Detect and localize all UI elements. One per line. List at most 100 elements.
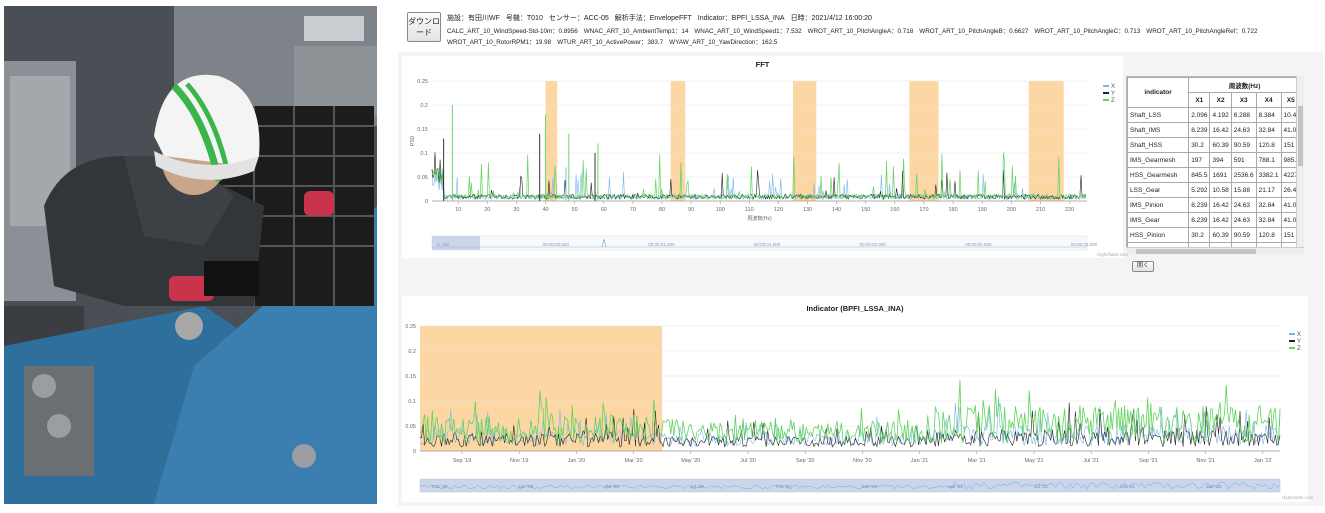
table-row[interactable]: LSS_Gear 5.292 10.58 15.88 21.17 26.4 [1127,182,1301,198]
y-tick-label: 0.25 [405,324,416,330]
table-horizontal-scrollbar[interactable] [1126,247,1304,254]
meta-datetime: 日時：2021/4/12 16:00:20 [790,15,872,22]
open-button[interactable]: 開く [1132,261,1154,272]
table-cell: 32.84 [1255,212,1282,228]
x-axis-label: 周波数(Hz) [747,215,772,222]
table-row[interactable]: IMS_Pinion 8.239 16.42 24.63 32.84 41.0 [1127,197,1301,213]
table-cell: 591 [1230,152,1257,168]
x-tick-label: Jul '21 [1083,458,1099,464]
legend-label: X [1297,332,1302,338]
navigator-label: 00:00:01.500 [754,242,781,247]
frequency-table[interactable]: indicator 周波数(Hz) X1 X2 X3 X4 X5 Shaft_LSS 2.… [1126,76,1302,254]
indicator-series-y [419,402,1281,448]
legend-y[interactable]: Y [1103,91,1115,98]
table-cell: 8.239 [1188,122,1211,138]
x-tick-label: May '20 [681,458,700,464]
legend-z[interactable]: Z [1103,98,1115,105]
meta-unit: 号機：T010 [505,15,543,22]
fft-navigator-range[interactable] [432,236,480,250]
chart-credit: Highcharts.com [1282,495,1314,500]
navigator-series [419,481,1281,490]
navigator-label: Jan '20 [518,484,534,490]
x-tick-label: 200 [1007,207,1016,213]
x-tick-label: 50 [572,207,578,213]
x-tick-label: 220 [1065,207,1074,213]
table-row[interactable]: Shaft_IMS 8.239 16.42 24.63 32.84 41.0 [1127,122,1301,138]
y-tick-label: 0.05 [417,175,428,181]
x-tick-label: Sep '20 [796,458,814,464]
table-cell: 120.8 [1255,227,1282,243]
table-vertical-scrollbar[interactable] [1296,76,1304,254]
x-tick-label: 30 [513,207,519,213]
x-tick-label: Nov '19 [510,458,528,464]
info-header: ダウンロード 施設：有田川WF 号機：T010 センサー：ACC-05 解析手法：En… [398,6,1323,52]
fft-series-y [431,152,1087,201]
x-tick-label: 210 [1036,207,1045,213]
x-tick-label: 90 [688,207,694,213]
table-cell: 788.1 [1255,152,1282,168]
row-label: HSS_Gearmesh [1127,167,1190,183]
legend-label: Y [1111,91,1116,97]
legend-x[interactable]: X [1289,332,1301,339]
meta-value: CALC_ART_10_WindSpeed-Std-10m：0.8956 [447,28,578,35]
meta-value: WNAC_ART_10_AmbientTemp1：14 [583,28,689,35]
table-row[interactable]: IMS_Gearmesh 197 394 591 788.1 985. [1127,152,1301,168]
y-tick-label: 0.2 [420,103,428,109]
x-tick-label: Mar '20 [625,458,643,464]
table-row[interactable]: HSS_Pinion 30.2 60.39 90.59 120.8 151 [1127,227,1301,243]
navigator-label: Apr '21 [948,484,963,490]
legend-z[interactable]: Z [1289,346,1301,353]
y-tick-label: 0.15 [417,127,428,133]
x-tick-label: 150 [861,207,870,213]
download-button[interactable]: ダウンロード [407,12,441,42]
y-tick-label: 0 [425,199,428,205]
meta-line-3: WROT_ART_10_RotorRPM1：19.98 WTUR_ART_10_A… [447,37,783,46]
worker-photo [4,6,377,504]
x-tick-label: Jan '22 [1254,458,1272,464]
indicator-chart[interactable]: 0.25 0.2 0.15 0.1 0.05 0 Sep '19 Nov '19 Jan '20… [402,296,1308,502]
navigator-label: 00:00:02.000 [860,242,887,247]
table-cell: 30.2 [1188,137,1211,153]
x-tick-label: 20 [484,207,490,213]
legend-label: Z [1297,346,1301,352]
indicator-series-z [419,380,1281,444]
y-tick-label: 0.05 [405,424,416,430]
navigator-label: Apr '20 [604,484,619,490]
x-tick-label: Jan '21 [911,458,929,464]
y-tick-label: 0.15 [405,374,416,380]
table-cell: 24.63 [1230,122,1257,138]
y-tick-label: 0.1 [408,399,416,405]
table-row[interactable]: Shaft_HSS 30.2 60.39 90.59 120.8 151 [1127,137,1301,153]
table-row[interactable]: Shaft_LSS 2.096 4.192 6.288 8.384 10.4 [1127,107,1301,123]
fft-legend[interactable]: X Y Z [1103,84,1115,105]
table-cell: 24.63 [1230,212,1257,228]
x-tick-label: 100 [716,207,725,213]
x-tick-label: Sep '21 [1139,458,1157,464]
table-cell: 2.096 [1188,107,1211,123]
table-cell: 845.5 [1188,167,1211,183]
meta-value: WROT_ART_10_PitchAngleRef：0.722 [1146,28,1258,35]
legend-y[interactable]: Y [1289,339,1301,346]
legend-x[interactable]: X [1103,84,1115,91]
row-label: LSS_Gear [1127,182,1190,198]
navigator-label: Oct '20 [776,484,791,490]
table-row[interactable]: IMS_Gear 8.239 16.42 24.63 32.84 41.0 [1127,212,1301,228]
row-label: IMS_Gear [1127,212,1190,228]
navigator-label: 00:00:01.000 [648,242,675,247]
navigator-label: 0_Jan [437,242,450,247]
meta-site: 施設：有田川WF [447,15,500,22]
table-cell: 10.58 [1209,182,1232,198]
x-tick-label: Sep '19 [453,458,471,464]
meta-line-2: CALC_ART_10_WindSpeed-Std-10m：0.8956 WNAC… [447,26,1263,35]
y-tick-label: 0.1 [420,151,428,157]
indicator-legend[interactable]: X Y Z [1289,332,1301,353]
table-cell: 5.292 [1188,182,1211,198]
fft-band [792,81,817,201]
x-tick-label: Mar '21 [968,458,986,464]
x-tick-label: 180 [948,207,957,213]
fft-chart[interactable]: 0.25 0.2 0.15 0.1 0.05 0 10 20 30 40 50 60 70 80 90 100… [402,56,1123,258]
dashboard: ダウンロード 施設：有田川WF 号機：T010 センサー：ACC-05 解析手法：En… [398,6,1323,506]
y-tick-label: 0.2 [408,349,416,355]
table-row[interactable]: HSS_Gearmesh 845.5 1691 2536.6 3382.1 4227 [1127,167,1301,183]
table-cell: 16.42 [1209,122,1232,138]
